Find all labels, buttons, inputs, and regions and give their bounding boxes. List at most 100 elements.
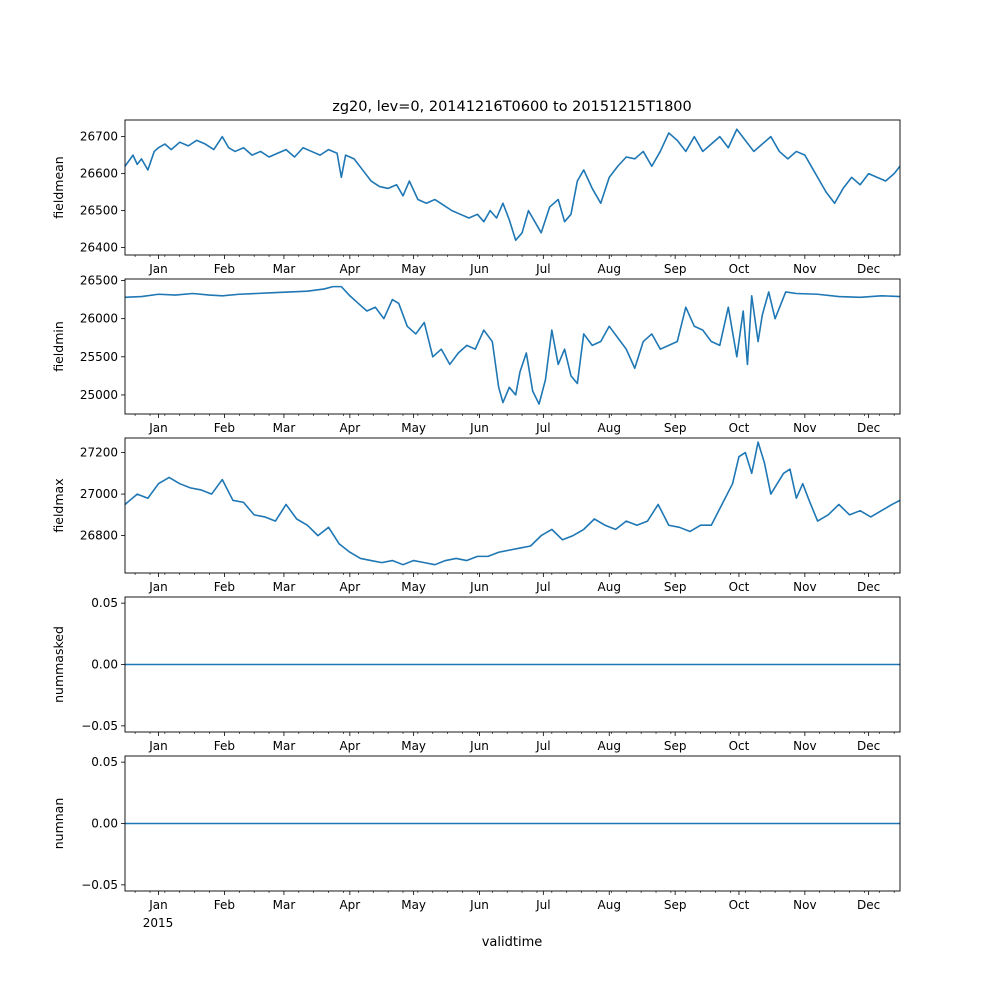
x-tick-label: Mar (273, 739, 296, 753)
subplot-nummasked: Jan Feb Mar Apr May Jun Jul Aug Sep Oct Nov Dec −0.0… (51, 596, 901, 753)
y-axis-label: fieldmean (51, 156, 66, 218)
x-tick-label: Jul (535, 421, 550, 435)
x-tick-label: Mar (273, 262, 296, 276)
x-tick-label: Mar (273, 421, 296, 435)
subplot-numnan: Jan Feb Mar Apr May Jun Jul Aug Sep Oct Nov Dec −0.0… (51, 755, 901, 912)
x-tick-label: Jan (148, 739, 168, 753)
y-tick-label: 0.05 (91, 596, 118, 610)
x-tick-label: May (401, 262, 426, 276)
x-tick-label: Jun (469, 898, 489, 912)
x-tick-label: May (401, 739, 426, 753)
x-tick-label: May (401, 580, 426, 594)
x-tick-label: Feb (214, 421, 235, 435)
x-tick-label: Sep (664, 262, 687, 276)
x-tick-label: Feb (214, 262, 235, 276)
x-tick-label: Jan (148, 898, 168, 912)
x-tick-label: Nov (793, 898, 816, 912)
x-tick-label: Jul (535, 580, 550, 594)
y-tick-label: 26700 (80, 130, 118, 144)
axes-frame (124, 755, 901, 892)
x-tick-label: Jan (148, 580, 168, 594)
y-tick-label: −0.05 (81, 719, 118, 733)
series-line-fieldmin (125, 285, 900, 405)
subplots: Jan Feb Mar Apr May Jun Jul Aug Sep Oct Nov Dec 2640… (51, 119, 901, 912)
y-tick-label: 26800 (80, 529, 118, 543)
axes-frame (124, 278, 901, 415)
x-tick-label: Jun (469, 421, 489, 435)
y-tick-label: 0.05 (91, 755, 118, 769)
x-tick-label: Dec (857, 421, 880, 435)
x-tick-label: Aug (598, 739, 621, 753)
x-tick-label: Oct (729, 262, 750, 276)
x-tick-label: Aug (598, 421, 621, 435)
x-tick-label: Apr (339, 580, 360, 594)
y-tick-label: 26500 (80, 204, 118, 218)
axes-frame (124, 596, 901, 733)
x-tick-label: Apr (339, 898, 360, 912)
x-tick-label: Dec (857, 262, 880, 276)
x-tick-label: Aug (598, 262, 621, 276)
x-axis-label: validtime (482, 935, 543, 950)
x-tick-label: Jun (469, 739, 489, 753)
x-tick-label: Nov (793, 421, 816, 435)
x-tick-label: Apr (339, 739, 360, 753)
figure-title: zg20, lev=0, 20141216T0600 to 20151215T1… (332, 99, 692, 115)
x-tick-label: Mar (273, 898, 296, 912)
x-tick-label: Jul (535, 739, 550, 753)
x-tick-label: Sep (664, 580, 687, 594)
x-tick-label: Dec (857, 898, 880, 912)
x-tick-label: Sep (664, 421, 687, 435)
x-tick-label: May (401, 898, 426, 912)
y-tick-label: −0.05 (81, 878, 118, 892)
x-tick-label: Jul (535, 262, 550, 276)
y-tick-label: 26400 (80, 241, 118, 255)
y-tick-label: 0.00 (91, 817, 118, 831)
x-tick-label: Nov (793, 739, 816, 753)
series-line-fieldmean (125, 128, 900, 242)
y-tick-label: 27000 (80, 487, 118, 501)
x-tick-label: Oct (729, 580, 750, 594)
x-tick-label: Feb (214, 580, 235, 594)
x-tick-label: Mar (273, 580, 296, 594)
y-axis-label: fieldmin (51, 321, 66, 372)
y-tick-label: 26500 (80, 274, 118, 288)
year-label: 2015 (143, 916, 174, 930)
y-tick-label: 25000 (80, 388, 118, 402)
x-tick-label: Feb (214, 739, 235, 753)
x-tick-label: May (401, 421, 426, 435)
axes-frame (124, 119, 901, 256)
y-tick-label: 27200 (80, 446, 118, 460)
y-axis-label: numnan (51, 798, 66, 850)
x-tick-label: Oct (729, 898, 750, 912)
x-tick-label: Nov (793, 262, 816, 276)
subplot-fieldmax: Jan Feb Mar Apr May Jun Jul Aug Sep Oct Nov Dec 2680… (51, 437, 901, 594)
x-tick-label: Jun (469, 580, 489, 594)
x-tick-label: Apr (339, 421, 360, 435)
x-tick-label: Oct (729, 739, 750, 753)
y-tick-label: 26000 (80, 312, 118, 326)
y-tick-label: 26600 (80, 167, 118, 181)
x-tick-label: Apr (339, 262, 360, 276)
y-axis-label: fieldmax (51, 478, 66, 532)
x-tick-label: Sep (664, 739, 687, 753)
x-tick-label: Dec (857, 739, 880, 753)
y-tick-label: 25500 (80, 350, 118, 364)
x-tick-label: Dec (857, 580, 880, 594)
x-tick-label: Aug (598, 898, 621, 912)
subplot-fieldmin: Jan Feb Mar Apr May Jun Jul Aug Sep Oct Nov Dec 2500… (51, 274, 901, 435)
x-tick-label: Aug (598, 580, 621, 594)
x-tick-label: Feb (214, 898, 235, 912)
x-tick-label: Jun (469, 262, 489, 276)
y-axis-label: nummasked (51, 626, 66, 703)
x-tick-label: Jan (148, 421, 168, 435)
axes-frame (124, 437, 901, 574)
x-tick-label: Jan (148, 262, 168, 276)
x-tick-label: Jul (535, 898, 550, 912)
subplot-fieldmean: Jan Feb Mar Apr May Jun Jul Aug Sep Oct Nov Dec 2640… (51, 119, 901, 276)
y-tick-label: 0.00 (91, 658, 118, 672)
series-line-fieldmax (125, 441, 900, 566)
x-tick-label: Oct (729, 421, 750, 435)
x-tick-label: Nov (793, 580, 816, 594)
x-tick-label: Sep (664, 898, 687, 912)
